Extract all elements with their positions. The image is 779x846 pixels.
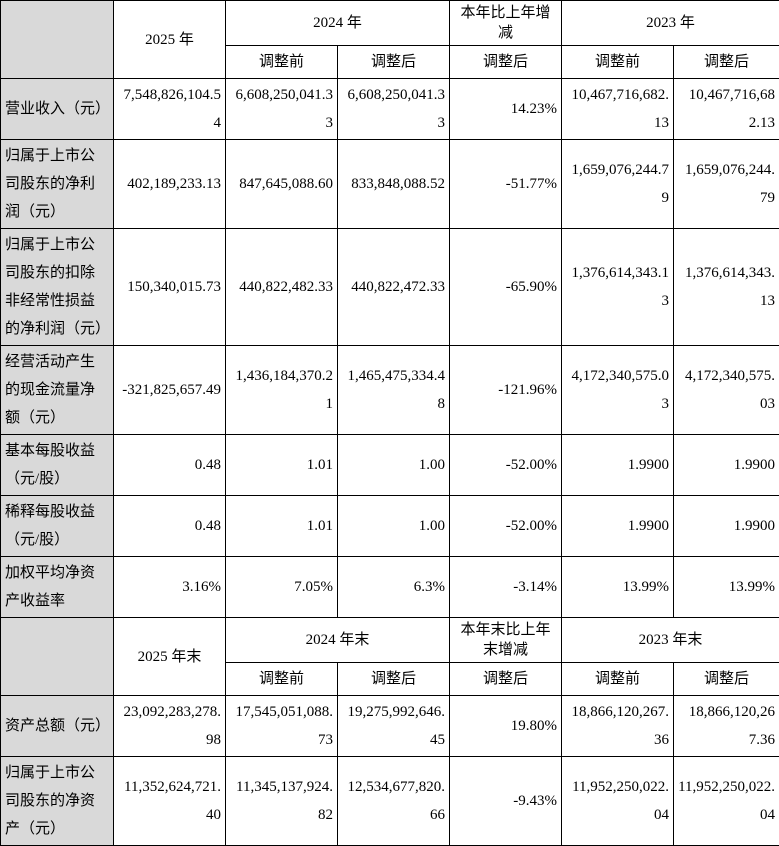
cell-value: 6,608,250,041.33 (338, 79, 450, 140)
cell-value: 13.99% (674, 557, 779, 618)
cell-value: 10,467,716,682.13 (674, 79, 779, 140)
cell-value: 17,545,051,088.73 (226, 696, 338, 757)
cell-value: 6,608,250,041.33 (226, 79, 338, 140)
header-2024: 2024 年 (226, 1, 450, 46)
header-2024: 2024 年末 (226, 618, 450, 663)
cell-value: -52.00% (450, 496, 562, 557)
cell-value: 18,866,120,267.36 (674, 696, 779, 757)
cell-value: 150,340,015.73 (114, 229, 226, 346)
cell-value: 440,822,472.33 (338, 229, 450, 346)
cell-value: 7.05% (226, 557, 338, 618)
row-label: 归属于上市公司股东的扣除非经常性损益的净利润（元） (1, 229, 114, 346)
cell-value: 1,465,475,334.48 (338, 346, 450, 435)
cell-value: 11,345,137,924.82 (226, 757, 338, 846)
header-2023: 2023 年 (562, 1, 779, 46)
subheader-before: 调整前 (562, 663, 674, 696)
header-corner (1, 1, 114, 79)
subheader-after: 调整后 (450, 46, 562, 79)
subheader-before: 调整前 (226, 46, 338, 79)
cell-value: 1,436,184,370.21 (226, 346, 338, 435)
cell-value: -321,825,657.49 (114, 346, 226, 435)
cell-value: 11,352,624,721.40 (114, 757, 226, 846)
subheader-after: 调整后 (338, 46, 450, 79)
header-2023: 2023 年末 (562, 618, 779, 663)
cell-value: 11,952,250,022.04 (562, 757, 674, 846)
cell-value: 0.48 (114, 435, 226, 496)
cell-value: 11,952,250,022.04 (674, 757, 779, 846)
row-label: 加权平均净资产收益率 (1, 557, 114, 618)
cell-value: -65.90% (450, 229, 562, 346)
cell-value: 1.01 (226, 496, 338, 557)
header-change: 本年比上年增减 (450, 1, 562, 46)
header-2025: 2025 年 (114, 1, 226, 79)
row-label: 经营活动产生的现金流量净额（元） (1, 346, 114, 435)
cell-value: 833,848,088.52 (338, 140, 450, 229)
cell-value: 1.9900 (674, 435, 779, 496)
cell-value: 1,376,614,343.13 (562, 229, 674, 346)
cell-value: 1.9900 (562, 435, 674, 496)
cell-value: 6.3% (338, 557, 450, 618)
subheader-after: 调整后 (674, 663, 779, 696)
cell-value: -9.43% (450, 757, 562, 846)
cell-value: 3.16% (114, 557, 226, 618)
cell-value: -51.77% (450, 140, 562, 229)
cell-value: 1,659,076,244.79 (674, 140, 779, 229)
header-change: 本年末比上年末增减 (450, 618, 562, 663)
cell-value: 440,822,482.33 (226, 229, 338, 346)
row-label: 稀释每股收益（元/股） (1, 496, 114, 557)
cell-value: 1,376,614,343.13 (674, 229, 779, 346)
cell-value: 1.01 (226, 435, 338, 496)
cell-value: -52.00% (450, 435, 562, 496)
cell-value: 402,189,233.13 (114, 140, 226, 229)
header-row: 2025 年末 2024 年末 本年末比上年末增减 2023 年末 (1, 618, 779, 663)
subheader-before: 调整前 (562, 46, 674, 79)
cell-value: 23,092,283,278.98 (114, 696, 226, 757)
cell-value: 1.9900 (562, 496, 674, 557)
row-label: 资产总额（元） (1, 696, 114, 757)
row-label: 营业收入（元） (1, 79, 114, 140)
cell-value: 1.9900 (674, 496, 779, 557)
cell-value: 1.00 (338, 496, 450, 557)
subheader-after: 调整后 (674, 46, 779, 79)
header-2025: 2025 年末 (114, 618, 226, 696)
cell-value: 14.23% (450, 79, 562, 140)
cell-value: 7,548,826,104.54 (114, 79, 226, 140)
cell-value: 0.48 (114, 496, 226, 557)
row-label: 基本每股收益（元/股） (1, 435, 114, 496)
row-label: 归属于上市公司股东的净资产（元） (1, 757, 114, 846)
cell-value: 13.99% (562, 557, 674, 618)
cell-value: 847,645,088.60 (226, 140, 338, 229)
header-corner (1, 618, 114, 696)
cell-value: 19.80% (450, 696, 562, 757)
row-label: 归属于上市公司股东的净利润（元） (1, 140, 114, 229)
subheader-after: 调整后 (450, 663, 562, 696)
cell-value: 1.00 (338, 435, 450, 496)
cell-value: 4,172,340,575.03 (562, 346, 674, 435)
cell-value: 12,534,677,820.66 (338, 757, 450, 846)
cell-value: -121.96% (450, 346, 562, 435)
cell-value: 19,275,992,646.45 (338, 696, 450, 757)
subheader-after: 调整后 (338, 663, 450, 696)
cell-value: 1,659,076,244.79 (562, 140, 674, 229)
cell-value: 10,467,716,682.13 (562, 79, 674, 140)
cell-value: 4,172,340,575.03 (674, 346, 779, 435)
header-row: 2025 年 2024 年 本年比上年增减 2023 年 (1, 1, 779, 46)
cell-value: -3.14% (450, 557, 562, 618)
subheader-before: 调整前 (226, 663, 338, 696)
cell-value: 18,866,120,267.36 (562, 696, 674, 757)
